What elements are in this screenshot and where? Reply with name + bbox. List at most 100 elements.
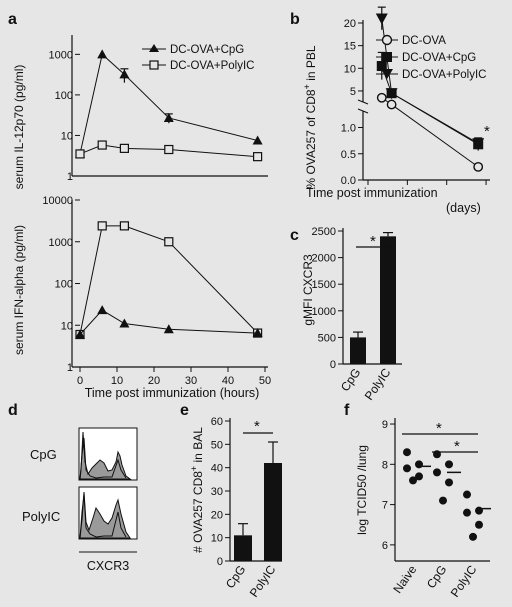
pbl-x-axis-unit: (days) [446, 201, 481, 215]
tcid50-y-tick-label: 8 [382, 459, 388, 471]
pbl-data-point [385, 88, 398, 100]
il12-y-tick-label: 1000 [49, 49, 73, 61]
ifn-y-tick-label: 100 [55, 279, 73, 291]
bal-y-tick-label: 10 [211, 533, 223, 545]
cxcr3-y-tick-label: 500 [318, 332, 336, 344]
cxcr3-y-tick-label: 2500 [312, 226, 336, 238]
tcid50-data-point [445, 478, 453, 487]
il12-y-axis-label: serum IL-12p70 (pg/ml) [12, 65, 26, 190]
tcid50-category-label: Naive [390, 562, 419, 595]
pbl-data-point [376, 61, 387, 72]
bal-y-axis-label: # OVA257 CD8+ in BAL [189, 427, 205, 553]
cxcr3-significance-star: * [370, 233, 376, 250]
ifn-data-point [164, 237, 174, 247]
tcid50-data-point [463, 508, 471, 517]
bal-category-label: PolyIC [247, 562, 279, 599]
tcid50-data-point [463, 490, 471, 499]
bal-category-label: CpG [223, 563, 249, 591]
cxcr3-y-tick-label: 0 [330, 359, 336, 371]
ifn-y-axis-label: serum IFN-alpha (pg/ml) [12, 225, 26, 355]
ifn-y-tick-label: 1 [67, 362, 73, 374]
histogram-polyic-outline [79, 493, 127, 539]
histogram-label-polyic: PolyIC [22, 509, 60, 524]
pbl-y-tick-label: 20 [344, 18, 356, 30]
pbl-data-point [386, 99, 397, 110]
il12-data-point [75, 149, 85, 159]
il12-data-point [253, 152, 263, 162]
tcid50-data-point [415, 472, 423, 481]
cxcr3-y-tick-label: 2000 [312, 253, 336, 265]
il12-data-point [97, 140, 107, 150]
panel-label-a: a [8, 11, 17, 28]
bal-y-tick-label: 30 [211, 486, 223, 498]
pbl-y-tick-label: 0.0 [341, 175, 356, 187]
ifn-y-tick-label: 10000 [42, 195, 73, 207]
pbl-series-line [381, 97, 479, 168]
tcid50-category-label: CpG [424, 563, 450, 591]
bal-significance-star: * [254, 418, 260, 435]
ifn-x-tick-label: 10 [111, 375, 123, 387]
cxcr3-mfi-chart: gMFI CXCR3 0 500 1000 1500 2000 2500 CpGPolyI… [301, 226, 402, 403]
cxcr3-y-tick-label: 1500 [312, 279, 336, 291]
tcid50-data-point [409, 476, 417, 485]
cxcr3-bar [380, 236, 396, 364]
pbl-axis-break-mark [357, 99, 369, 105]
cxcr3-y-axis-label: gMFI CXCR3 [301, 254, 315, 326]
histogram-cpg-fill [79, 431, 132, 480]
pbl-y-tick-label: 0.5 [341, 149, 356, 161]
ifn-data-point [75, 329, 85, 339]
bal-y-tick-label: 20 [211, 509, 223, 521]
ifn-x-tick-label: 30 [185, 375, 197, 387]
pbl-x-axis-label: Time post immunization [306, 186, 438, 200]
pbl-legend-dcova: DC-OVA [402, 35, 446, 47]
il12-data-point [119, 143, 130, 153]
tcid50-data-point [475, 506, 483, 515]
pbl-data-point [376, 92, 387, 103]
ifn-data-point [119, 221, 130, 231]
pbl-axis-break-mark [357, 108, 369, 114]
tcid50-data-point [415, 460, 423, 469]
panel-label-b: b [290, 11, 300, 28]
tcid50-significance-star-2: * [454, 438, 460, 455]
ifn-y-tick-label: 10 [61, 320, 73, 332]
il12-y-tick-label: 100 [55, 90, 73, 102]
cxcr3-bar [350, 337, 366, 364]
triangle-marker-icon [149, 44, 159, 52]
pbl-significance-star: * [484, 123, 490, 140]
ifn-x-tick-label: 50 [259, 375, 271, 387]
bal-y-tick-label: 60 [211, 416, 223, 428]
pbl-legend-cpg: DC-OVA+CpG [402, 52, 476, 64]
histogram-label-cpg: CpG [30, 447, 57, 462]
cxcr3-category-label: CpG [338, 366, 364, 394]
pbl-y-tick-label: 1.0 [341, 123, 356, 135]
square-marker-icon [149, 60, 159, 70]
pbl-chart: % OVA257 of CD8+ in PBL 0.0 0.5 1.0 5 10 15 20… [302, 6, 490, 215]
tcid50-data-point [403, 464, 411, 473]
tcid50-data-point [445, 460, 453, 469]
il12-chart: serum IL-12p70 (pg/ml) 1 10 100 1000 DC-OVA… [12, 35, 268, 189]
il12-data-point [119, 69, 130, 79]
pbl-y-tick-label: 5 [350, 86, 356, 98]
il12-data-point [163, 112, 174, 122]
il12-data-point [164, 144, 174, 155]
il12-legend-polyic: DC-OVA+PolyIC [170, 60, 254, 72]
pbl-y-tick-label: 15 [344, 41, 356, 53]
il12-data-point [97, 49, 108, 59]
il12-data-point [252, 135, 263, 145]
tcid50-y-tick-label: 7 [382, 500, 388, 512]
tcid50-category-label: PolyIC [448, 562, 480, 599]
panel-label-c: c [290, 227, 299, 244]
ifn-data-point [252, 328, 263, 338]
square-marker-icon [382, 52, 392, 62]
ifn-data-point [119, 318, 130, 328]
pbl-data-point [375, 13, 388, 25]
bal-bar [264, 463, 282, 561]
ifn-data-point [97, 305, 108, 315]
il12-legend: DC-OVA+CpG DC-OVA+PolyIC [142, 44, 254, 72]
bal-y-tick-label: 50 [211, 439, 223, 451]
il12-legend-cpg: DC-OVA+CpG [170, 44, 244, 56]
pbl-data-point [473, 161, 484, 172]
tcid50-y-tick-label: 9 [382, 419, 388, 431]
